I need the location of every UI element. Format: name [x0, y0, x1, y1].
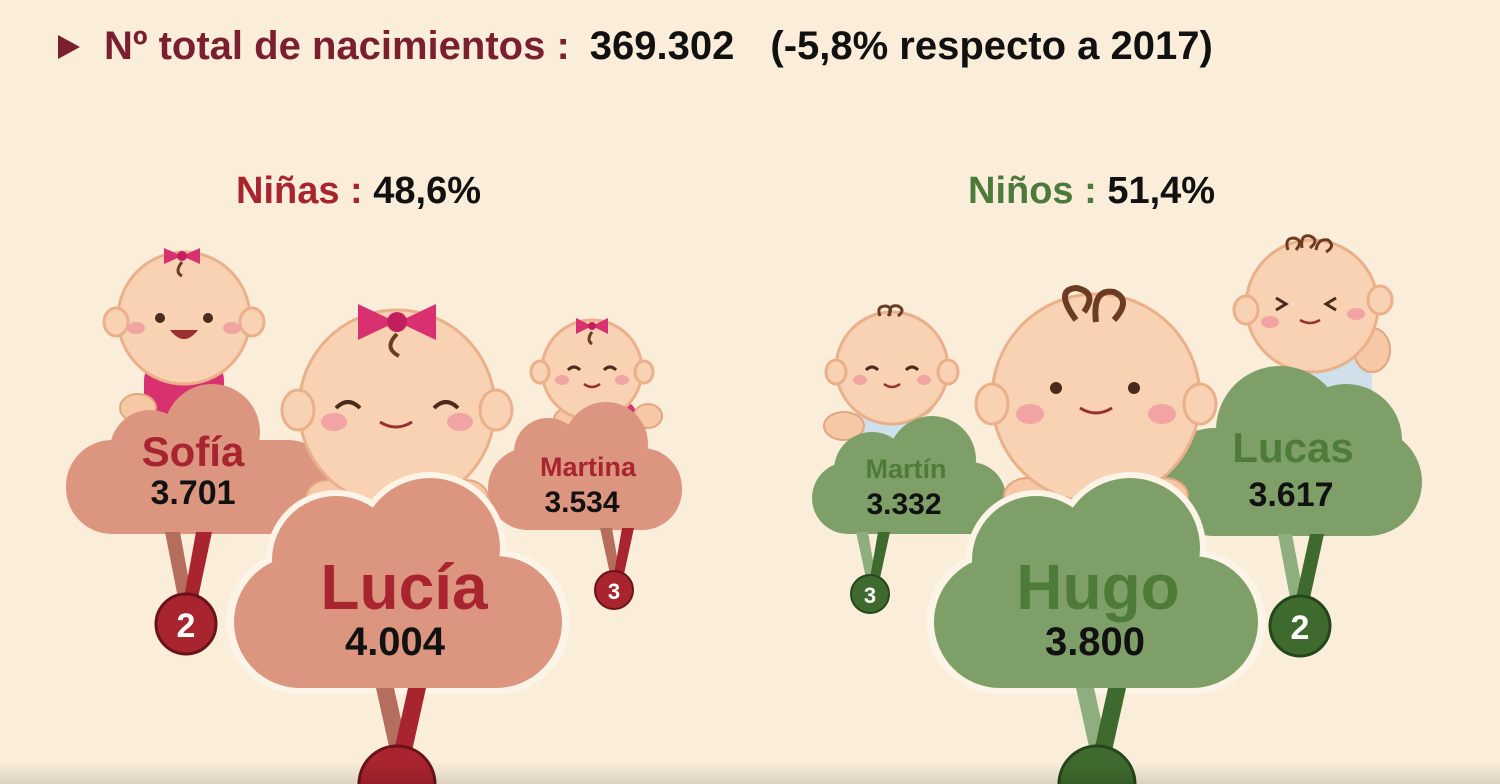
count-sofia: 3.701 — [150, 474, 236, 512]
bottom-shadow — [0, 762, 1500, 784]
medal-number: 3 — [864, 583, 876, 608]
name-lucas: Lucas — [1232, 424, 1354, 471]
cloud-martina — [488, 402, 682, 530]
count-martin: 3.332 — [866, 488, 942, 521]
medal-rank-3-girls: 3 — [594, 570, 634, 610]
girls-label: Niñas : — [236, 170, 363, 212]
ribbon-hugo — [1076, 688, 1126, 760]
medal-rank-1-boys — [1057, 744, 1137, 784]
header: Nº total de nacimientos : 369.302 (-5,8%… — [58, 24, 1213, 69]
boys-percent: 51,4% — [1107, 170, 1216, 212]
ribbon-martin — [856, 532, 890, 578]
medal-rank-2-boys: 2 — [1268, 594, 1332, 658]
name-sofia: Sofía — [141, 428, 245, 475]
ribbon-lucas — [1278, 534, 1324, 598]
medal-rank-1-girls — [357, 744, 437, 784]
cloud-martin — [812, 416, 1006, 534]
name-lucia: Lucía — [320, 551, 488, 623]
count-lucas: 3.617 — [1248, 476, 1334, 514]
girls-percent: 48,6% — [373, 170, 482, 212]
girls-heading: Niñas : 48,6% — [236, 170, 481, 213]
cloud-sofia — [66, 384, 334, 534]
cloud-lucia — [226, 472, 570, 694]
boys-heading: Niños : 51,4% — [968, 170, 1215, 213]
medal-number: 2 — [177, 607, 196, 645]
name-martin: Martín — [865, 454, 947, 484]
medal-rank-3-boys: 3 — [850, 574, 890, 614]
boys-label: Niños : — [968, 170, 1097, 212]
ribbon-lucia — [376, 688, 426, 760]
baby-martin-illustration — [823, 304, 960, 442]
medal-number: 2 — [1291, 609, 1310, 647]
cloud-lucas — [1160, 366, 1422, 536]
total-births-label: Nº total de nacimientos : — [104, 24, 570, 68]
count-lucia: 4.004 — [344, 620, 446, 664]
cloud-hugo — [926, 472, 1266, 694]
play-arrow-icon — [58, 34, 80, 59]
total-births-value: 369.302 — [589, 24, 735, 68]
medal-rank-2-girls: 2 — [154, 592, 218, 656]
count-martina: 3.534 — [544, 486, 620, 519]
ribbon-sofia — [165, 532, 212, 598]
change-vs-2017: (-5,8% respecto a 2017) — [770, 24, 1213, 68]
ribbon-martina — [600, 528, 634, 574]
name-martina: Martina — [539, 452, 637, 482]
name-hugo: Hugo — [1016, 551, 1180, 623]
medal-number: 3 — [608, 579, 620, 604]
count-hugo: 3.800 — [1044, 620, 1146, 664]
